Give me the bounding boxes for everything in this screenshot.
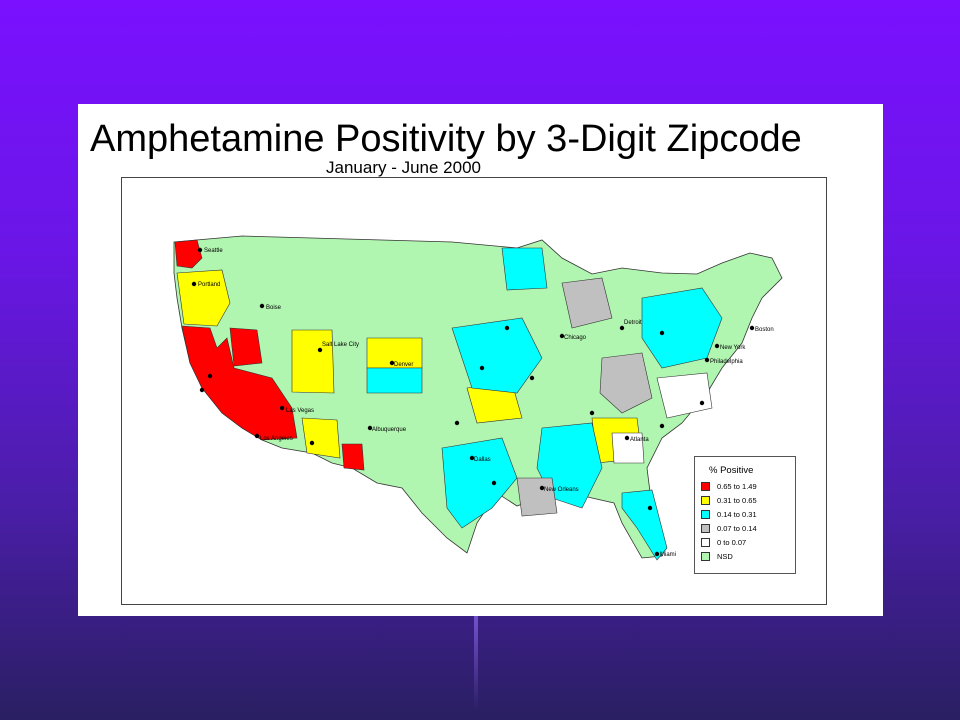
- city-marker: [191, 281, 197, 287]
- region-nm-red: [341, 443, 365, 471]
- legend-swatch: [701, 523, 710, 533]
- legend-item-1: 0.31 to 0.65: [701, 495, 757, 505]
- city-label: Miami: [660, 552, 676, 558]
- legend-swatch: [701, 481, 710, 491]
- city-marker: [279, 405, 285, 411]
- city-marker: [539, 485, 545, 491]
- region-midwest-cyan: [451, 317, 543, 394]
- city-label: Chicago: [564, 335, 587, 341]
- legend-label: NSD: [717, 551, 733, 561]
- city-label: Philadelphia: [710, 359, 743, 365]
- region-arizona-yellow: [301, 417, 341, 459]
- region-oregon-yellow: [176, 269, 231, 327]
- city-marker: [254, 433, 260, 439]
- slide-subtitle: January - June 2000: [326, 158, 481, 177]
- legend-swatch: [701, 495, 710, 505]
- city-label: Salt Lake City: [322, 342, 359, 348]
- legend-swatch: [701, 551, 710, 561]
- city-marker: [699, 400, 705, 406]
- city-marker: [619, 325, 625, 331]
- region-georgia-white: [611, 432, 645, 464]
- legend-item-0: 0.65 to 1.49: [701, 481, 757, 491]
- city-marker: [469, 455, 475, 461]
- region-carolinas-white: [656, 372, 713, 419]
- slide-card: Amphetamine Positivity by 3-Digit Zipcod…: [78, 104, 883, 616]
- map-legend: % Positive 0.65 to 1.49 0.31 to 0.65 0.1…: [694, 456, 796, 574]
- region-west-coast-red: [181, 325, 298, 441]
- city-marker: [624, 435, 630, 441]
- region-utah-yellow: [291, 329, 335, 394]
- city-label: Los Angeles: [260, 436, 293, 442]
- legend-title: % Positive: [709, 465, 754, 476]
- city-labels: Seattle Portland Boise Salt Lake City De…: [198, 248, 774, 558]
- city-marker: [309, 440, 315, 446]
- city-label: Portland: [198, 282, 220, 288]
- city-label: Boise: [266, 305, 282, 311]
- region-florida-cyan: [621, 489, 668, 561]
- city-label: Detroit: [624, 320, 642, 326]
- legend-swatch: [701, 537, 710, 547]
- region-nevada-red: [229, 327, 263, 367]
- legend-item-5: NSD: [701, 551, 733, 561]
- legend-label: 0 to 0.07: [717, 537, 747, 547]
- region-colorado-cyan: [366, 367, 423, 394]
- region-gulf-gray: [516, 477, 558, 517]
- city-label: Denver: [394, 362, 413, 368]
- city-marker: [367, 425, 373, 431]
- city-marker: [504, 325, 510, 331]
- city-markers: [191, 247, 755, 557]
- city-label: Boston: [755, 327, 774, 333]
- region-washington-red: [174, 239, 203, 269]
- city-label: Las Vegas: [286, 408, 314, 414]
- city-marker: [714, 343, 720, 349]
- city-marker: [199, 387, 205, 393]
- legend-swatch: [701, 509, 710, 519]
- city-label: Dallas: [474, 457, 491, 463]
- city-marker: [389, 360, 395, 366]
- city-marker: [454, 420, 460, 426]
- city-marker: [529, 375, 535, 381]
- region-minnesota-cyan: [501, 247, 548, 291]
- us-choropleth-map: Seattle Portland Boise Salt Lake City De…: [173, 235, 783, 561]
- legend-label: 0.14 to 0.31: [717, 509, 757, 519]
- city-label: Albuquerque: [372, 427, 407, 433]
- legend-item-4: 0 to 0.07: [701, 537, 746, 547]
- city-label: Seattle: [204, 248, 223, 254]
- city-marker: [749, 325, 755, 331]
- region-texas-cyan: [441, 437, 518, 529]
- city-marker: [259, 303, 265, 309]
- city-label: New York: [720, 345, 746, 351]
- city-marker: [317, 347, 323, 353]
- background-light-ray: [474, 560, 478, 710]
- city-marker: [589, 410, 595, 416]
- city-marker: [659, 423, 665, 429]
- legend-label: 0.31 to 0.65: [717, 495, 757, 505]
- city-marker: [197, 247, 203, 253]
- legend-label: 0.65 to 1.49: [717, 481, 757, 491]
- us-map-frame: Seattle Portland Boise Salt Lake City De…: [121, 177, 827, 605]
- legend-label: 0.07 to 0.14: [717, 523, 757, 533]
- legend-item-3: 0.07 to 0.14: [701, 523, 757, 533]
- city-label: Atlanta: [630, 437, 649, 443]
- slide-title: Amphetamine Positivity by 3-Digit Zipcod…: [90, 118, 802, 160]
- city-marker: [654, 551, 660, 557]
- city-label: New Orleans: [544, 487, 579, 493]
- region-appalachia-gray: [599, 352, 653, 414]
- city-marker: [479, 365, 485, 371]
- city-marker: [491, 480, 497, 486]
- legend-item-2: 0.14 to 0.31: [701, 509, 757, 519]
- city-marker: [207, 373, 213, 379]
- city-marker: [647, 505, 653, 511]
- city-marker: [659, 330, 665, 336]
- city-marker: [704, 357, 710, 363]
- region-great-lakes-gray: [561, 277, 613, 329]
- city-marker: [559, 333, 565, 339]
